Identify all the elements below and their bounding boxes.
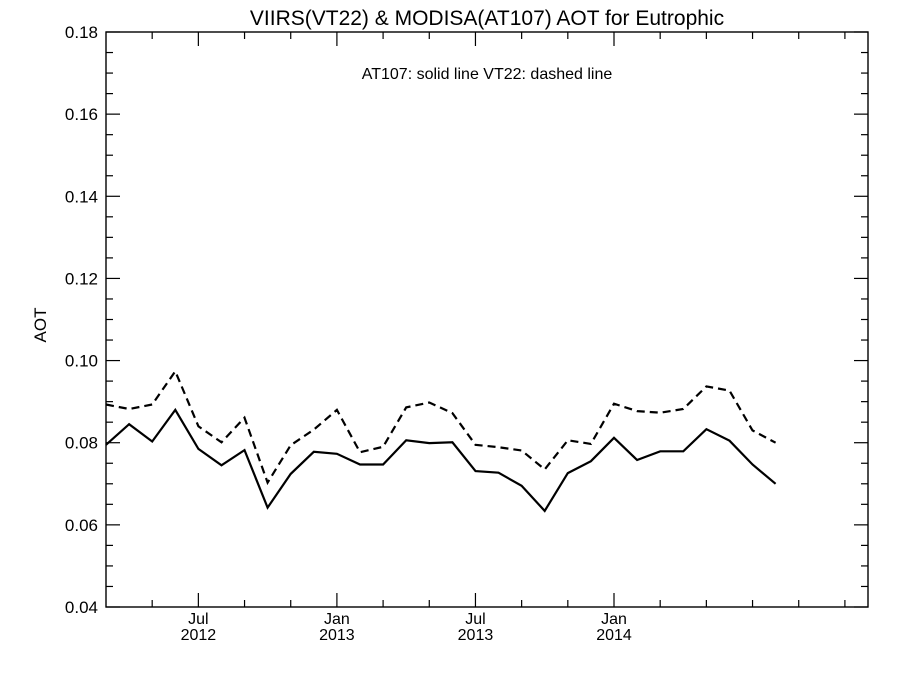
series-layer — [105, 369, 777, 513]
chart-title: VIIRS(VT22) & MODISA(AT107) AOT for Eutr… — [250, 7, 724, 30]
x-tick-label-month: Jul — [465, 611, 485, 628]
series-line-at107 — [105, 407, 777, 513]
x-tick-label-year: 2012 — [181, 627, 217, 644]
y-tick-label: 0.12 — [65, 269, 98, 288]
y-tick-label: 0.08 — [65, 434, 98, 453]
x-tick-label-month: Jul — [188, 611, 208, 628]
x-tick-label-month: Jan — [324, 611, 350, 628]
x-tick-label-year: 2013 — [458, 627, 494, 644]
chart-annotation: AT107: solid line VT22: dashed line — [362, 66, 613, 83]
series-line-vt22 — [105, 369, 777, 486]
y-tick-label: 0.16 — [65, 105, 98, 124]
y-tick-label: 0.06 — [65, 516, 98, 535]
x-tick-label-month: Jan — [601, 611, 627, 628]
y-tick-label: 0.10 — [65, 352, 98, 371]
y-axis-label: AOT — [31, 308, 50, 343]
y-tick-labels: 0.04 0.06 0.08 0.10 0.12 0.14 0.16 0.18 — [65, 23, 98, 617]
plot-frame — [105, 31, 869, 608]
x-tick-label-year: 2013 — [319, 627, 355, 644]
x-tick-label-year: 2014 — [596, 627, 632, 644]
axis-ticks — [106, 31, 868, 608]
y-tick-label: 0.04 — [65, 598, 98, 617]
y-tick-label: 0.18 — [65, 23, 98, 42]
y-tick-label: 0.14 — [65, 187, 98, 206]
